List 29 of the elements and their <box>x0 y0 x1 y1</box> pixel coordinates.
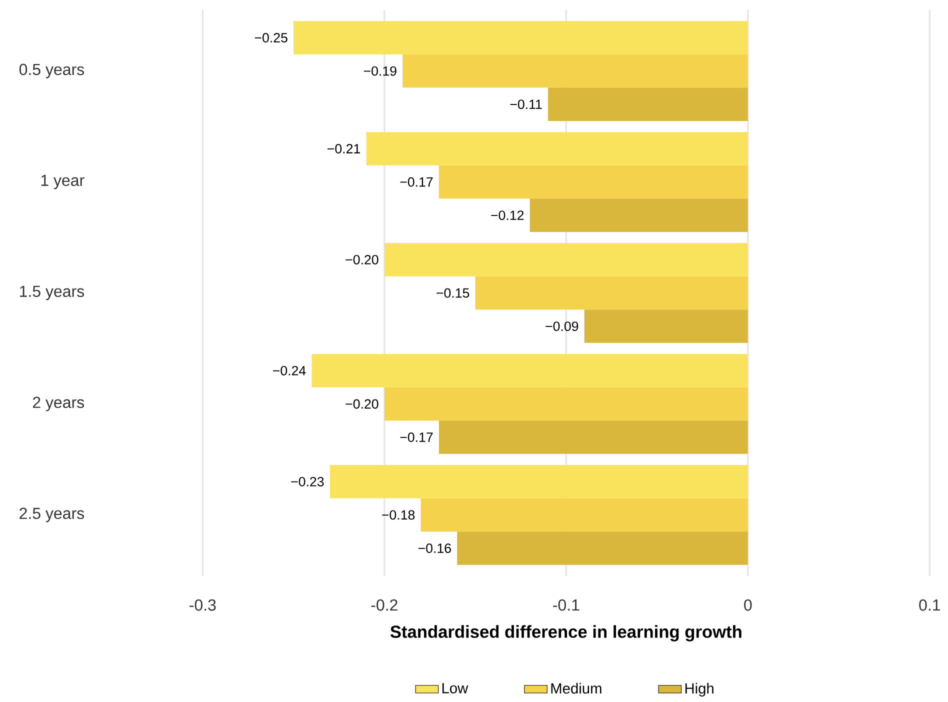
data-label: −0.20 <box>346 399 378 409</box>
data-label: −0.16 <box>418 544 451 553</box>
data-label: −0.24 <box>273 366 306 376</box>
x-tick-label: 0.1 <box>919 599 940 611</box>
y-tick-label: 2.5 years <box>20 508 84 522</box>
x-tick-label: -0.3 <box>190 599 216 611</box>
x-tick-label: -0.2 <box>371 599 398 611</box>
data-label: −0.17 <box>400 177 433 187</box>
y-tick-label: 2 years <box>32 396 84 412</box>
legend-label: Medium <box>551 682 602 694</box>
x-tick-label: 0 <box>744 599 752 611</box>
x-axis-title: Standardised difference in learning growth <box>390 625 742 642</box>
legend-label: Low <box>442 683 468 694</box>
legend-label: High <box>685 682 714 697</box>
data-label: −0.20 <box>346 254 378 264</box>
data-label: −0.19 <box>364 66 396 76</box>
data-label: −0.23 <box>291 476 324 486</box>
x-tick-label: -0.1 <box>553 599 580 611</box>
y-tick-label: 1.5 years <box>20 286 84 300</box>
data-label: −0.09 <box>546 322 578 332</box>
y-tick-label: 1 year <box>41 174 84 190</box>
data-label: −0.18 <box>382 510 415 520</box>
y-tick-label: 0.5 years <box>19 64 84 78</box>
data-label: −0.17 <box>400 432 433 442</box>
data-label: −0.15 <box>436 288 470 298</box>
data-label: −0.25 <box>254 33 288 42</box>
data-label: −0.21 <box>328 144 360 154</box>
data-label: −0.12 <box>491 210 524 220</box>
data-label: −0.11 <box>510 100 542 110</box>
